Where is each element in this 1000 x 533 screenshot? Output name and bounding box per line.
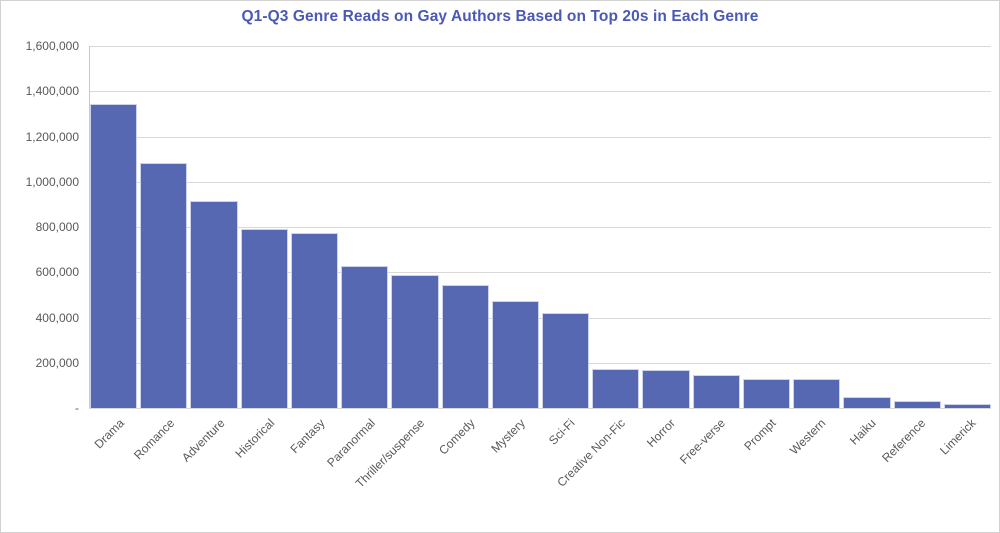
y-tick-label: 200,000 bbox=[35, 355, 79, 370]
bar-historical bbox=[240, 229, 288, 408]
x-tick-label-comedy: Comedy bbox=[436, 416, 478, 458]
bar-mystery bbox=[491, 300, 539, 408]
bar-thriller-suspense bbox=[391, 274, 439, 408]
plot-area bbox=[89, 46, 991, 409]
y-tick-label: 1,200,000 bbox=[25, 129, 79, 144]
bar-romance bbox=[140, 162, 188, 408]
bar-sci-fi bbox=[541, 312, 590, 408]
y-tick-label: - bbox=[75, 401, 79, 415]
gridline bbox=[89, 46, 991, 47]
bar-horror bbox=[642, 370, 690, 408]
x-tick-label-sci-fi: Sci-Fi bbox=[546, 416, 578, 448]
bar-reference bbox=[893, 401, 941, 408]
y-tick-label: 1,600,000 bbox=[25, 39, 79, 53]
y-axis-line bbox=[89, 46, 90, 408]
bar-western bbox=[793, 378, 841, 408]
x-tick-label-paranormal: Paranormal bbox=[323, 416, 378, 470]
x-tick-label-mystery: Mystery bbox=[488, 416, 528, 456]
y-tick-label: 1,400,000 bbox=[25, 84, 79, 99]
bar-free-verse bbox=[692, 374, 740, 408]
gridline bbox=[89, 362, 991, 364]
x-tick-label-prompt: Prompt bbox=[741, 416, 779, 454]
bar-creative-non-fic bbox=[592, 369, 640, 408]
x-tick-label-horror: Horror bbox=[644, 416, 679, 450]
gridline bbox=[89, 91, 991, 93]
x-tick-label-haiku: Haiku bbox=[847, 416, 879, 448]
bar-paranormal bbox=[341, 266, 389, 408]
y-tick-label: 800,000 bbox=[35, 220, 79, 234]
y-tick-label: 600,000 bbox=[35, 265, 79, 280]
x-tick-label-limerick: Limerick bbox=[937, 416, 979, 458]
x-tick-label-reference: Reference bbox=[879, 416, 929, 466]
gridline bbox=[89, 317, 991, 319]
x-tick-label-free-verse: Free-verse bbox=[677, 416, 729, 467]
bar-haiku bbox=[843, 396, 891, 408]
gridline bbox=[89, 181, 991, 183]
y-tick-label: 400,000 bbox=[35, 310, 79, 325]
y-tick-label: 1,000,000 bbox=[25, 174, 79, 189]
x-tick-label-romance: Romance bbox=[130, 416, 178, 463]
x-tick-label-historical: Historical bbox=[232, 416, 278, 461]
bar-fantasy bbox=[290, 233, 339, 408]
gridline bbox=[89, 136, 991, 138]
chart-title: Q1-Q3 Genre Reads on Gay Authors Based o… bbox=[241, 8, 759, 25]
gridline bbox=[89, 227, 991, 228]
x-tick-label-fantasy: Fantasy bbox=[287, 416, 328, 457]
gridline bbox=[89, 272, 991, 274]
bar-limerick bbox=[943, 403, 991, 408]
x-tick-label-western: Western bbox=[787, 416, 829, 458]
bar-drama bbox=[90, 103, 138, 408]
bar-comedy bbox=[441, 284, 489, 408]
gridline bbox=[89, 408, 991, 409]
x-tick-label-drama: Drama bbox=[91, 416, 127, 452]
bar-prompt bbox=[742, 378, 791, 408]
bar-adventure bbox=[190, 200, 238, 408]
bar-series bbox=[90, 46, 991, 408]
x-tick-label-adventure: Adventure bbox=[178, 416, 228, 465]
